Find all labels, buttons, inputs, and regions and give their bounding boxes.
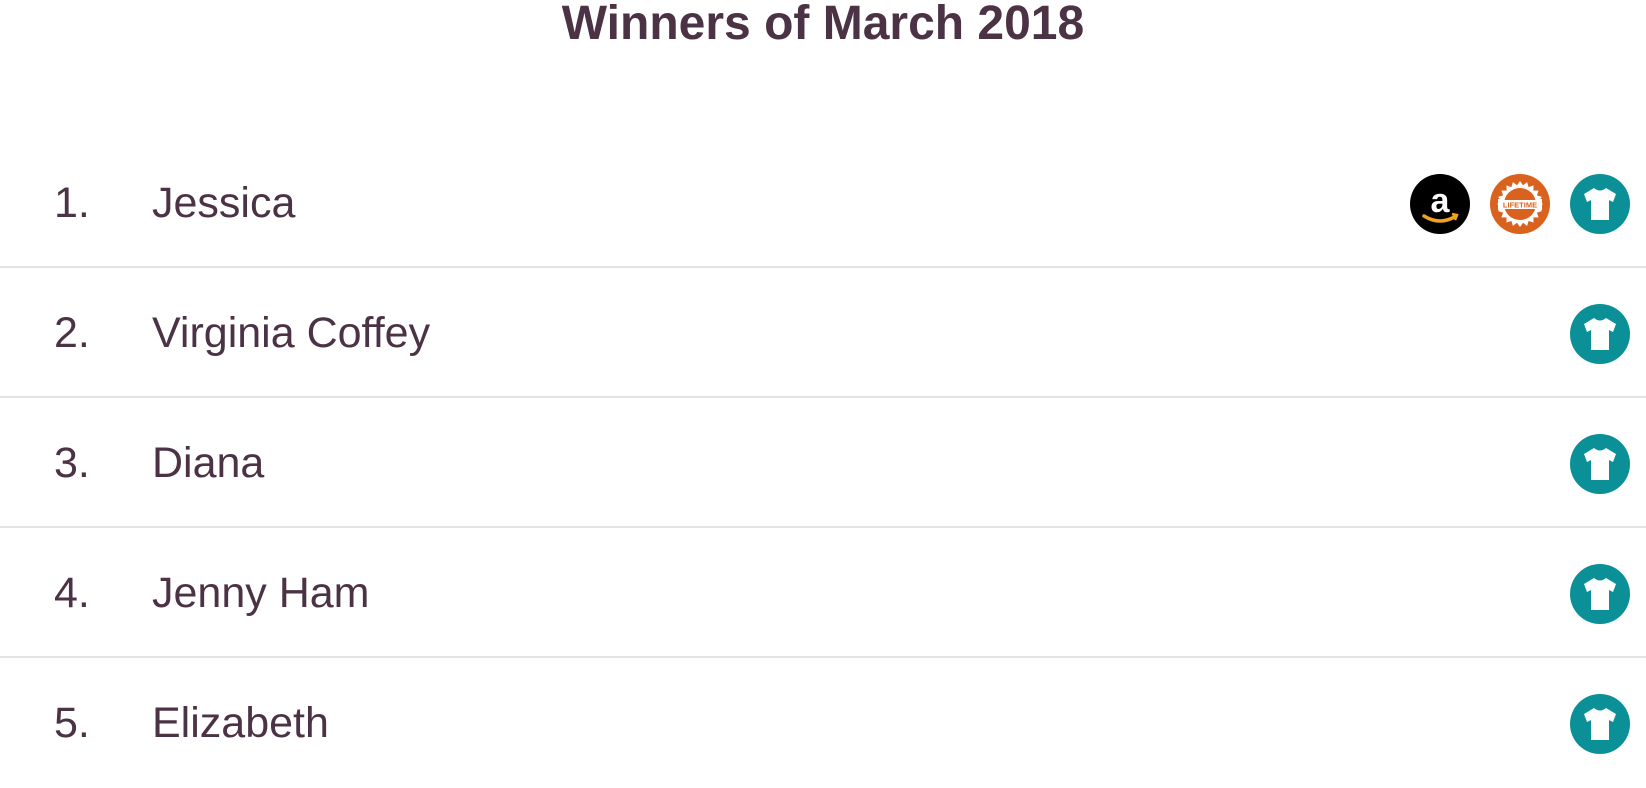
lifetime-badge-icon: LIFETIME	[1490, 174, 1550, 234]
lifetime-badge-text: LIFETIME	[1503, 201, 1537, 210]
winner-rank: 1.	[54, 179, 90, 227]
winner-row: 5. Elizabeth	[0, 658, 1646, 788]
svg-text:a: a	[1431, 182, 1451, 220]
winner-rank: 3.	[54, 439, 90, 487]
winner-row: 1. Jessica a LIFETIME	[0, 138, 1646, 268]
prize-icons	[1570, 694, 1630, 754]
tshirt-icon	[1570, 304, 1630, 364]
winner-rank: 4.	[54, 569, 90, 617]
page-title: Winners of March 2018	[561, 0, 1085, 50]
prize-icons	[1570, 434, 1630, 494]
tshirt-icon	[1570, 694, 1630, 754]
winner-name: Jenny Ham	[152, 569, 370, 617]
tshirt-icon	[1570, 434, 1630, 494]
prize-icons: a LIFETIME	[1410, 174, 1630, 234]
prize-icons	[1570, 564, 1630, 624]
tshirt-icon	[1570, 564, 1630, 624]
winner-name: Elizabeth	[152, 699, 329, 747]
winner-rank: 5.	[54, 699, 90, 747]
amazon-icon: a	[1410, 174, 1470, 234]
tshirt-icon	[1570, 174, 1630, 234]
winner-name: Diana	[152, 439, 265, 487]
winner-rank: 2.	[54, 309, 90, 357]
prize-icons	[1570, 304, 1630, 364]
winner-name: Virginia Coffey	[152, 309, 431, 357]
winners-list: 1. Jessica a LIFETIME 2. Virginia Coffey 3. Dia…	[0, 138, 1646, 788]
winner-row: 4. Jenny Ham	[0, 528, 1646, 658]
winner-row: 2. Virginia Coffey	[0, 268, 1646, 398]
winner-name: Jessica	[152, 179, 296, 227]
winner-row: 3. Diana	[0, 398, 1646, 528]
